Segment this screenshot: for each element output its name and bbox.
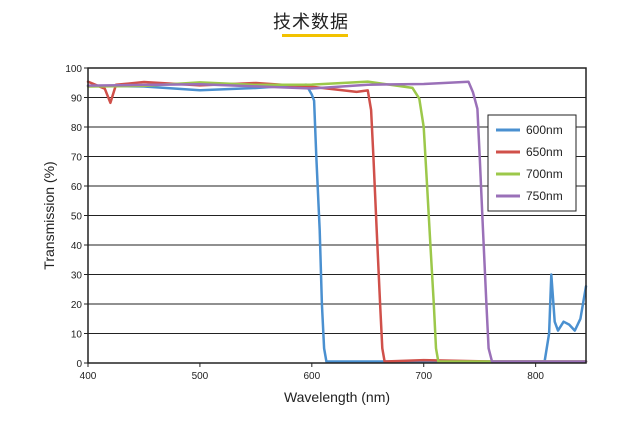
- x-tick-label: 400: [80, 371, 97, 382]
- y-tick-label: 20: [71, 300, 83, 311]
- series-line-750nm: [86, 80, 588, 363]
- y-axis-label: Transmission (%): [41, 161, 57, 269]
- legend-label: 700nm: [526, 167, 563, 181]
- y-tick-label: 0: [76, 359, 82, 370]
- x-tick-label: 600: [303, 371, 320, 382]
- y-tick-label: 40: [71, 241, 83, 252]
- series-line-700nm: [86, 80, 588, 363]
- series-layer: [86, 80, 588, 363]
- tick-layer: 0 10 20 30 40 50 60 70 80 90 100 400 500 600 700 800: [65, 64, 544, 382]
- y-tick-label: 60: [71, 182, 83, 193]
- y-tick-label: 90: [71, 94, 83, 105]
- y-tick-label: 50: [71, 212, 83, 223]
- legend: 600nm 650nm 700nm 750nm: [487, 114, 577, 212]
- y-tick-label: 30: [71, 271, 83, 282]
- x-tick-label: 700: [415, 371, 432, 382]
- grid-layer: [88, 67, 586, 364]
- x-tick-label: 500: [192, 371, 209, 382]
- legend-label: 750nm: [526, 189, 563, 203]
- x-axis-label: Wavelength (nm): [284, 389, 390, 405]
- y-tick-label: 100: [65, 64, 82, 75]
- legend-label: 600nm: [526, 123, 563, 137]
- page-heading: 技术数据: [273, 12, 349, 33]
- y-tick-label: 10: [71, 330, 83, 341]
- heading-underline: [282, 34, 348, 37]
- y-tick-label: 70: [71, 153, 83, 164]
- y-tick-label: 80: [71, 123, 83, 134]
- legend-label: 650nm: [526, 145, 563, 159]
- x-tick-label: 800: [527, 371, 544, 382]
